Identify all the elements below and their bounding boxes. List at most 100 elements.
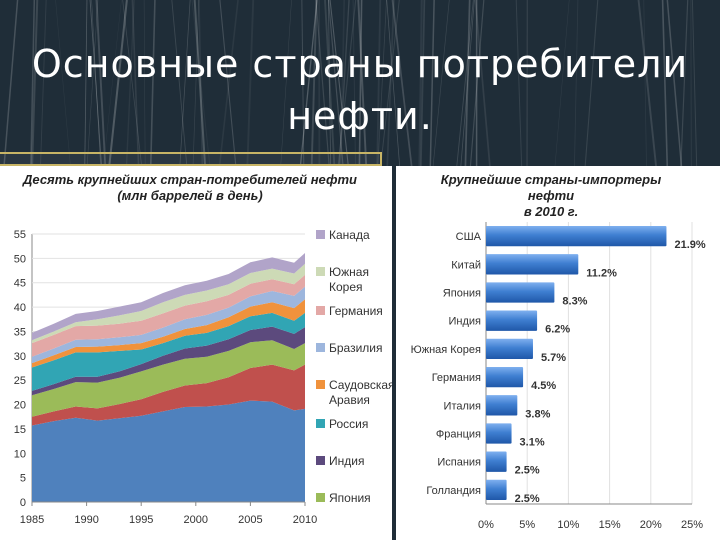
background-streak — [219, 0, 237, 171]
bar-value-label: 2.5% — [515, 493, 540, 505]
area-series-южная-корея — [32, 263, 305, 344]
background-streak — [191, 0, 211, 171]
bar-испания — [486, 451, 507, 472]
category-label: США — [456, 231, 482, 243]
background-streak — [329, 0, 350, 171]
legend-swatch — [316, 419, 325, 428]
area-series-германия — [32, 274, 305, 357]
background-streak — [2, 0, 19, 171]
legend-swatch — [316, 343, 325, 352]
bar-value-label: 21.9% — [674, 239, 705, 251]
legend-swatch — [316, 230, 325, 239]
background-streak — [515, 0, 523, 171]
background-streak — [122, 0, 143, 171]
y-tick-label: 35 — [14, 326, 26, 338]
background-streak — [690, 0, 692, 171]
background-streak — [30, 0, 36, 171]
legend-item-канада: Канада — [316, 228, 370, 242]
legend-item-саудовская-аравия: Саудовская Аравия — [316, 378, 392, 407]
background-streak — [691, 0, 698, 171]
area-series-китай — [32, 364, 305, 426]
bar-голландия — [486, 479, 507, 501]
consumers-chart-title: Десять крупнейших стран-потребителей неф… — [20, 172, 360, 204]
category-label: Италия — [444, 400, 482, 412]
importers-chart-subtitle: в 2010 г. — [523, 204, 579, 219]
bar-value-label: 4.5% — [531, 380, 556, 392]
legend-label: Южная Корея — [329, 265, 369, 294]
bar-value-label: 8.3% — [562, 296, 587, 308]
category-label: Испания — [437, 457, 481, 469]
y-tick-label: 20 — [14, 400, 26, 412]
background-streak — [418, 0, 423, 171]
background-streak — [324, 0, 336, 171]
legend-swatch — [316, 267, 325, 276]
legend-item-южная-корея: Южная Корея — [316, 265, 369, 294]
background-streak — [358, 0, 363, 171]
background-streak — [584, 0, 599, 171]
importers-chart-panel: Крупнейшие страны-импортеры нефти в 2010… — [396, 166, 720, 540]
category-label: Германия — [432, 372, 481, 384]
bar-китай — [486, 254, 579, 275]
background-streak — [198, 0, 204, 171]
x-tick-label: 0% — [478, 519, 494, 531]
background-streak — [432, 0, 450, 171]
bar-япония — [486, 282, 555, 303]
background-streak — [95, 0, 107, 171]
background-streak — [680, 0, 689, 171]
x-tick-label: 25% — [681, 519, 703, 531]
background-streak — [310, 0, 318, 171]
legend-label: Индия — [329, 454, 364, 468]
legend-label: Бразилия — [329, 341, 383, 355]
bar-индия — [486, 310, 538, 331]
area-series-индия — [32, 326, 305, 396]
x-tick-label: 15% — [599, 519, 621, 531]
consumers-chart-panel: Десять крупнейших стран-потребителей неф… — [0, 166, 392, 540]
background-streak — [315, 0, 331, 171]
background-streak — [89, 0, 103, 171]
area-series-сша — [32, 400, 305, 502]
category-label: Франция — [436, 429, 481, 441]
background-streak — [39, 0, 47, 171]
title-accent-bar — [0, 152, 382, 166]
bar-value-label: 3.1% — [520, 437, 545, 449]
category-label: Индия — [448, 316, 481, 328]
bar-value-label: 2.5% — [515, 465, 540, 477]
background-streak — [338, 0, 350, 171]
background-streak — [429, 0, 435, 171]
background-streak — [386, 0, 395, 171]
slide-title: Основные страны потребители нефти. — [31, 42, 689, 138]
x-tick-label: 1985 — [20, 514, 44, 526]
consumers-area-chart: 0 5 10 15 20 25 30 35 40 45 50 55 1985 1990 1995 2000 20… — [14, 228, 392, 526]
background-streak — [386, 0, 401, 171]
background-streak — [455, 0, 474, 171]
legend-label: Канада — [329, 228, 370, 242]
area-series-япония — [32, 340, 305, 417]
x-tick-label: 1995 — [129, 514, 153, 526]
legend-label: Германия — [329, 304, 383, 318]
bar-германия — [486, 366, 524, 388]
background-streak — [31, 0, 39, 171]
background-streak — [637, 0, 658, 171]
y-tick-label: 40 — [14, 302, 26, 314]
background-streak — [107, 0, 128, 171]
bar-италия — [486, 395, 518, 416]
background-streak — [299, 0, 318, 171]
background-streak — [84, 0, 88, 171]
background-streak — [376, 0, 382, 171]
importers-bar-chart: 0% 5% 10% 15% 20% 25% США 21.9% Китай 11.2% Япония… — [411, 222, 706, 531]
background-streak — [469, 0, 485, 171]
legend-swatch — [316, 493, 325, 502]
y-tick-label: 30 — [14, 351, 26, 363]
x-tick-label: 2005 — [238, 514, 262, 526]
background-streak — [327, 0, 344, 171]
background-streak — [143, 0, 146, 171]
importers-chart-title: Крупнейшие страны-импортеры нефти в 2010… — [426, 172, 676, 220]
legend-item-индия: Индия — [316, 454, 364, 468]
legend-swatch — [316, 306, 325, 315]
legend-item-германия: Германия — [316, 304, 383, 318]
legend-swatch — [316, 456, 325, 465]
background-streak — [357, 0, 368, 171]
bar-value-label: 5.7% — [541, 352, 566, 364]
background-streak — [86, 0, 99, 171]
background-streak — [573, 0, 579, 171]
